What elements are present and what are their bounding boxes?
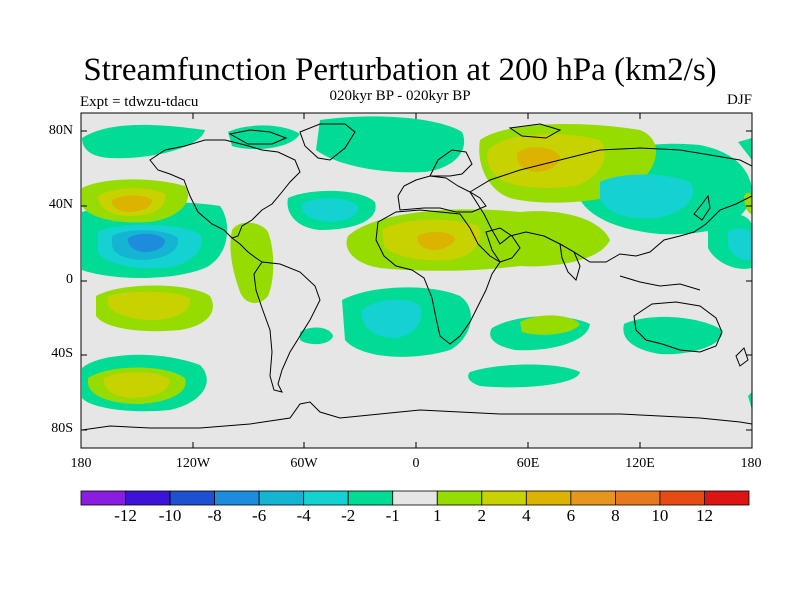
colorbar-box bbox=[615, 490, 661, 506]
colorbar-box bbox=[80, 490, 126, 506]
lat-tick-label: 40N bbox=[48, 197, 73, 212]
colorbar-label: -1 bbox=[385, 506, 400, 525]
map-title: Streamfunction Perturbation at 200 hPa (… bbox=[83, 52, 717, 88]
colorbar-label: 8 bbox=[611, 506, 620, 525]
lon-tick-label: 60E bbox=[516, 456, 540, 471]
colorbar-box bbox=[303, 490, 349, 506]
colorbar-box bbox=[125, 490, 171, 506]
lon-tick-label: 120W bbox=[175, 456, 211, 471]
colorbar-label: -8 bbox=[207, 506, 222, 525]
colorbar-label: -6 bbox=[252, 506, 267, 525]
lon-tick-label: 120E bbox=[625, 456, 655, 471]
colorbar-box bbox=[704, 490, 750, 506]
colorbar-label: 10 bbox=[651, 506, 669, 525]
colorbar-box bbox=[481, 490, 527, 506]
lat-tick-label: 80S bbox=[51, 421, 73, 436]
colorbar-label: -12 bbox=[114, 506, 137, 525]
colorbar-box bbox=[659, 490, 705, 506]
lat-tick-label: 80N bbox=[48, 123, 73, 138]
colorbar-label: -10 bbox=[158, 506, 182, 525]
map-plot-area bbox=[81, 113, 752, 448]
colorbar bbox=[80, 490, 750, 506]
colorbar-label: -4 bbox=[296, 506, 311, 525]
season-label: DJF bbox=[726, 92, 752, 108]
lat-tick-label: 0 bbox=[66, 272, 73, 287]
colorbar-label: 2 bbox=[477, 506, 487, 525]
colorbar-label: 6 bbox=[566, 506, 576, 525]
axis-ticks bbox=[80, 113, 753, 448]
colorbar-label: 4 bbox=[522, 506, 531, 525]
lon-tick-label: 180 bbox=[740, 456, 762, 471]
colorbar-label: 12 bbox=[695, 506, 713, 525]
lat-tick-label: 40S bbox=[51, 346, 73, 361]
colorbar-label: 1 bbox=[433, 506, 442, 525]
colorbar-box bbox=[525, 490, 572, 506]
colorbar-box bbox=[392, 490, 438, 506]
experiment-label: Expt = tdwzu-tdacu bbox=[80, 94, 199, 110]
lon-tick-label: 60W bbox=[290, 456, 318, 471]
colorbar-label: -2 bbox=[341, 506, 356, 525]
lon-tick-label: 180 bbox=[70, 456, 92, 471]
map-subtitle: 020kyr BP - 020kyr BP bbox=[329, 88, 471, 104]
colorbar-box bbox=[347, 490, 394, 506]
colorbar-box bbox=[214, 490, 260, 506]
colorbar-box bbox=[436, 490, 483, 506]
contour-level-plus-4 bbox=[111, 147, 560, 250]
contour-level-minus-6 bbox=[127, 233, 165, 252]
coastlines bbox=[81, 123, 752, 431]
colorbar-box bbox=[258, 490, 305, 506]
colorbar-box bbox=[169, 490, 215, 506]
lon-tick-label: 0 bbox=[412, 456, 420, 471]
colorbar-box bbox=[570, 490, 616, 506]
